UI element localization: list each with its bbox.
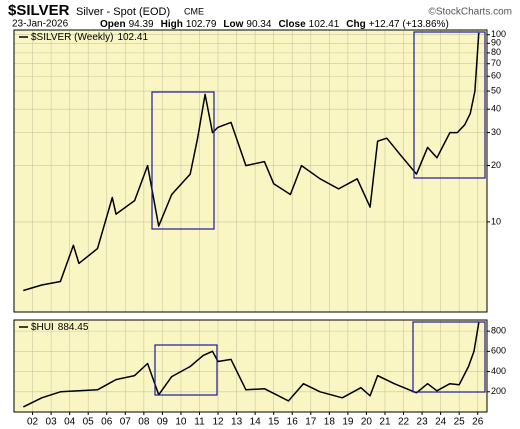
y-tick-label: 800 xyxy=(491,325,506,335)
y-tick-label: 400 xyxy=(491,366,506,376)
x-tick-label: 18 xyxy=(324,417,336,428)
y-tick-label: 40 xyxy=(491,104,501,114)
series-line xyxy=(22,322,480,408)
x-tick-label: 03 xyxy=(46,417,58,428)
legend-value: 884.45 xyxy=(58,322,89,333)
exchange: CME xyxy=(184,6,204,16)
x-tick-label: 13 xyxy=(231,417,243,428)
y-tick-label: 70 xyxy=(491,58,501,68)
series-line xyxy=(23,32,480,292)
legend-label: $SILVER (Weekly) 102.41 xyxy=(31,32,148,43)
quote: Open 94.39 High 102.79 Low 90.34 Close 102.41 Ch… xyxy=(100,19,449,30)
highlight-box xyxy=(151,91,215,230)
quote-label: Open xyxy=(100,19,126,30)
x-tick-label: 22 xyxy=(398,417,410,428)
x-tick-label: 21 xyxy=(379,417,391,428)
x-tick-label: 02 xyxy=(27,417,39,428)
y-tick-label: 20 xyxy=(491,160,501,170)
highlight-box xyxy=(154,344,218,396)
x-tick-label: 17 xyxy=(305,417,317,428)
plot-border xyxy=(13,29,488,313)
x-tick-label: 10 xyxy=(175,417,187,428)
quote-label: Low xyxy=(223,19,243,30)
quote-label: High xyxy=(161,19,183,30)
highlight-box xyxy=(413,31,486,179)
quote-label: Close xyxy=(278,19,306,30)
legend-name: $SILVER (Weekly) xyxy=(31,32,113,43)
x-tick-label: 23 xyxy=(417,417,429,428)
quote-value: 102.79 xyxy=(186,19,217,30)
x-tick-label: 04 xyxy=(64,417,76,428)
plot-area xyxy=(14,320,487,412)
quote-value: 94.39 xyxy=(129,19,154,30)
x-tick-label: 11 xyxy=(194,417,205,428)
quote-value: 102.41 xyxy=(309,19,340,30)
symbol: $SILVER xyxy=(8,2,70,19)
y-tick-label: 600 xyxy=(491,346,506,356)
source: ©StockCharts.com xyxy=(428,7,512,18)
x-tick-label: 09 xyxy=(157,417,169,428)
y-tick-label: 50 xyxy=(491,85,501,95)
x-tick-label: 05 xyxy=(83,417,95,428)
x-tick-label: 14 xyxy=(250,417,262,428)
y-tick-label: 30 xyxy=(491,127,501,137)
date: 23-Jan-2026 xyxy=(12,19,69,30)
legend-label: $HUI 884.45 xyxy=(31,322,89,333)
x-tick-label: 25 xyxy=(454,417,466,428)
x-tick-label: 06 xyxy=(101,417,113,428)
x-tick-label: 26 xyxy=(472,417,484,428)
quote-value: +12.47 (+13.86%) xyxy=(369,19,449,30)
highlight-box xyxy=(412,321,486,393)
quote-label: Chg xyxy=(346,19,365,30)
legend-name: $HUI xyxy=(31,322,54,333)
y-tick-label: 100 xyxy=(491,29,506,39)
x-tick-label: 15 xyxy=(268,417,280,428)
x-tick-label: 20 xyxy=(361,417,373,428)
description: Silver - Spot (EOD) xyxy=(76,6,170,18)
y-tick-label: 10 xyxy=(491,216,501,226)
x-tick-label: 07 xyxy=(120,417,132,428)
y-tick-label: 200 xyxy=(491,386,506,396)
x-tick-label: 12 xyxy=(212,417,224,428)
plot-border xyxy=(13,319,488,413)
x-tick-label: 08 xyxy=(138,417,150,428)
y-tick-label: 80 xyxy=(491,47,501,57)
y-tick-label: 90 xyxy=(491,38,501,48)
x-tick-label: 24 xyxy=(435,417,447,428)
plot-area xyxy=(14,30,487,312)
legend-value: 102.41 xyxy=(117,32,148,43)
x-tick-label: 19 xyxy=(342,417,354,428)
quote-value: 90.34 xyxy=(246,19,271,30)
y-tick-label: 60 xyxy=(491,71,501,81)
x-tick-label: 16 xyxy=(287,417,299,428)
